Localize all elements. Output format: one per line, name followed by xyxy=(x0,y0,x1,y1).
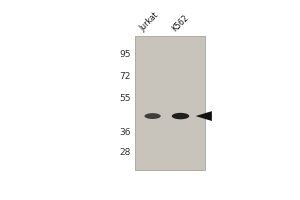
Text: 55: 55 xyxy=(119,94,130,103)
Text: K562: K562 xyxy=(171,13,191,33)
Ellipse shape xyxy=(172,113,189,119)
Text: Jurkat: Jurkat xyxy=(138,11,160,33)
FancyBboxPatch shape xyxy=(135,36,205,170)
Text: 95: 95 xyxy=(119,50,130,59)
Text: 36: 36 xyxy=(119,128,130,137)
Polygon shape xyxy=(196,111,212,121)
Text: 28: 28 xyxy=(119,148,130,157)
Text: 72: 72 xyxy=(119,72,130,81)
Ellipse shape xyxy=(145,113,161,119)
